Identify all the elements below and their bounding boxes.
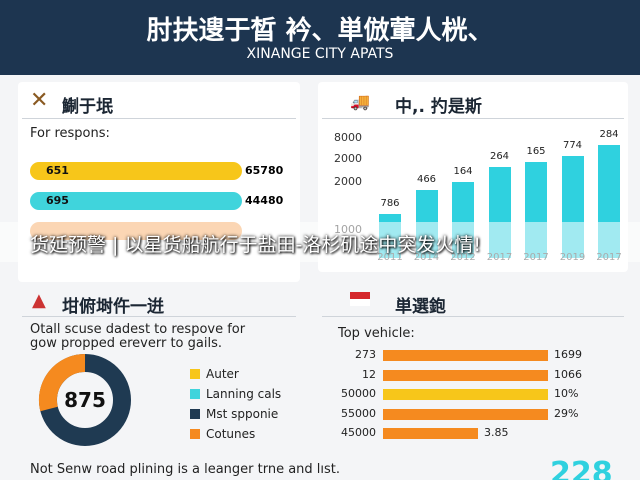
label: For respons: [30,126,110,141]
icon: ▲ [32,290,46,311]
bar-label: 264 [489,151,510,162]
legend-label: Cotunes [206,427,256,441]
icon: ✕ [30,88,49,113]
row-value: 1066 [554,367,582,381]
value: 65780 [245,164,284,177]
header [0,0,640,75]
bar [383,369,548,381]
label: Top vehicle: [338,326,415,341]
legend-swatch [190,369,200,379]
divider [322,118,624,119]
panel-title: 鯯于垊 [62,97,113,117]
donut-center: 875 [64,388,106,412]
caption: 货延预警 | 以星货船航行于盐田-洛杉矶途中突发火情! [30,234,481,256]
legend-swatch [190,389,200,399]
row-value: 1699 [554,348,582,361]
legend-label: Auter [206,367,239,381]
row-value: 29% [554,406,579,420]
value: 44480 [245,194,284,207]
bar-label: 774 [562,140,583,151]
divider [22,118,296,119]
caption-band [0,222,640,262]
pill: 651 [30,162,242,180]
footer-number: 228 [550,456,613,480]
row-label: 12 [362,367,376,381]
legend-label: Lanning cals [206,387,282,401]
row-label: 50000 [341,387,376,400]
header-title: 肘扶遚于晳 衿、単倣葷人桄、 [146,16,494,46]
bar [383,408,548,420]
bar [383,389,548,400]
y-tick-label: 8000 [334,131,362,144]
panel-title: 単選鉋 [395,297,446,317]
row-label: 55000 [341,406,376,420]
bar [383,428,478,439]
bar-label: 165 [526,146,546,157]
row-label: 273 [355,348,376,361]
panel-title: 坩俯埘仵一逬 [62,297,164,317]
donut: 875 [38,353,131,446]
legend-label: Mst spponie [206,407,279,421]
legend-swatch [190,429,200,439]
bar-label: 284 [599,129,619,140]
bar-label: 164 [453,166,473,177]
flag [350,292,370,306]
bar [383,350,548,361]
pill: 695 [30,192,242,210]
text: Otall scuse dadest to respove for [30,322,246,337]
text: gow propped ereverr to gails. [30,336,222,351]
icon: 🚚 [350,92,370,111]
header-subtitle: XINANGE CITY APATS [246,46,394,62]
y-tick-label: 2000 [334,152,362,165]
row-value: 3.85 [484,426,509,439]
divider [322,316,624,317]
panel-title: 中,. 扚是斯 [395,97,482,117]
bar-label: 466 [416,174,437,185]
donut-segment [38,353,86,412]
legend-swatch [190,409,200,419]
footer-text: Not Senw road plining is a leanger trne … [30,462,341,477]
row-label: 45000 [341,426,376,439]
divider [22,316,296,317]
row-value: 10% [554,387,579,400]
y-tick-label: 2000 [334,175,362,188]
bar-label: 786 [380,198,400,209]
